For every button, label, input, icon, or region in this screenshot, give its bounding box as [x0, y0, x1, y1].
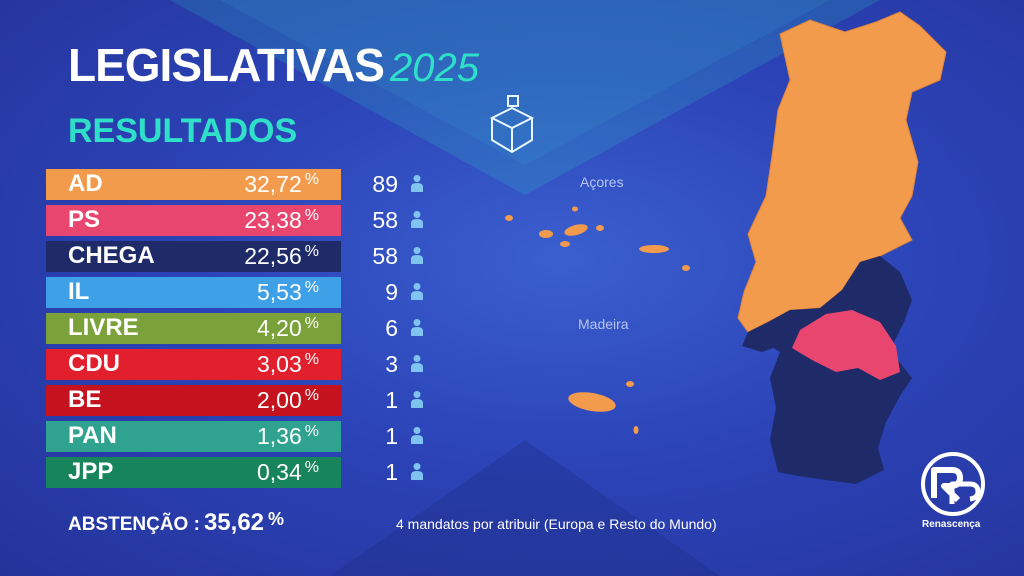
azores-islands: [505, 206, 690, 271]
abstention-value: 35,62: [203, 509, 265, 536]
page-title: LEGISLATIVAS 2025: [68, 38, 479, 92]
result-row: BE 2,00% 1: [46, 382, 446, 418]
percent-value: 32,72: [244, 170, 302, 197]
party-bar: PAN 1,36%: [46, 420, 341, 452]
person-icon: [411, 427, 423, 444]
person-icon: [411, 355, 423, 372]
mainland-ps-district: [792, 310, 900, 380]
result-row: CHEGA 22,56% 58: [46, 238, 446, 274]
result-row: JPP 0,34% 1: [46, 454, 446, 490]
abstention: ABSTENÇÃO :35,62%: [68, 509, 284, 537]
title-year: 2025: [389, 46, 479, 90]
percent-sign: %: [304, 242, 319, 260]
party-bar: JPP 0,34%: [46, 456, 341, 488]
percent-value: 2,00: [257, 386, 302, 413]
abstention-percent-sign: %: [268, 509, 285, 529]
percent-sign: %: [304, 350, 319, 368]
party-percent: 4,20%: [257, 315, 319, 342]
party-seats: 3: [385, 350, 398, 377]
party-bar: CHEGA 22,56%: [46, 240, 341, 272]
party-seats: 89: [372, 170, 398, 197]
party-percent: 23,38%: [244, 207, 319, 234]
seats-pending-note: 4 mandatos por atribuir (Europa e Resto …: [396, 516, 717, 532]
madeira-label: Madeira: [578, 316, 629, 332]
party-percent: 32,72%: [244, 171, 319, 198]
party-seats: 1: [385, 422, 398, 449]
percent-value: 4,20: [257, 314, 302, 341]
renascenca-logo: [921, 452, 985, 516]
party-seats: 6: [385, 314, 398, 341]
party-name: PS: [68, 206, 101, 233]
madeira-islands: [568, 381, 639, 434]
percent-sign: %: [304, 314, 319, 332]
result-row: IL 5,53% 9: [46, 274, 446, 310]
party-bar: PS 23,38%: [46, 204, 341, 236]
party-seats: 9: [385, 278, 398, 305]
party-bar: BE 2,00%: [46, 384, 341, 416]
percent-sign: %: [304, 386, 319, 404]
result-row: AD 32,72% 89: [46, 166, 446, 202]
person-icon: [411, 391, 423, 408]
percent-value: 3,03: [257, 350, 302, 377]
party-percent: 22,56%: [244, 243, 319, 270]
party-name: IL: [68, 278, 90, 305]
party-name: JPP: [68, 458, 114, 485]
mainland-north: [737, 11, 947, 333]
party-seats: 1: [385, 458, 398, 485]
person-icon: [411, 283, 423, 300]
party-seats: 58: [372, 206, 398, 233]
party-name: PAN: [68, 422, 117, 449]
percent-value: 23,38: [244, 206, 302, 233]
party-bar: LIVRE 4,20%: [46, 312, 341, 344]
person-icon: [411, 211, 423, 228]
party-seats: 58: [372, 242, 398, 269]
percent-sign: %: [304, 422, 319, 440]
party-name: BE: [68, 386, 102, 413]
party-name: CDU: [68, 350, 120, 377]
percent-value: 1,36: [257, 422, 302, 449]
results-heading: RESULTADOS: [68, 112, 298, 150]
person-icon: [411, 319, 423, 336]
party-name: AD: [68, 170, 103, 197]
mainland-lisbon-district: [742, 322, 790, 352]
results-table: AD 32,72% 89 PS 23,38% 58 CHEGA 22,56% 58 IL 5,53%…: [46, 166, 446, 490]
ballot-box-icon: [489, 95, 535, 154]
party-name: CHEGA: [68, 242, 155, 269]
party-bar: IL 5,53%: [46, 276, 341, 308]
abstention-label: ABSTENÇÃO :: [68, 514, 200, 535]
result-row: PS 23,38% 58: [46, 202, 446, 238]
percent-sign: %: [304, 458, 319, 476]
party-percent: 3,03%: [257, 351, 319, 378]
percent-value: 0,34: [257, 458, 302, 485]
party-percent: 2,00%: [257, 387, 319, 414]
party-bar: CDU 3,03%: [46, 348, 341, 380]
percent-value: 22,56: [244, 242, 302, 269]
person-icon: [411, 175, 423, 192]
percent-value: 5,53: [257, 278, 302, 305]
party-percent: 0,34%: [257, 459, 319, 486]
result-row: CDU 3,03% 3: [46, 346, 446, 382]
percent-sign: %: [304, 206, 319, 224]
party-bar: AD 32,72%: [46, 168, 341, 200]
percent-sign: %: [304, 278, 319, 296]
title-text: LEGISLATIVAS: [68, 39, 385, 91]
person-icon: [411, 463, 423, 480]
azores-label: Açores: [580, 174, 624, 190]
party-seats: 1: [385, 386, 398, 413]
person-icon: [411, 247, 423, 264]
party-percent: 1,36%: [257, 423, 319, 450]
result-row: PAN 1,36% 1: [46, 418, 446, 454]
percent-sign: %: [304, 170, 319, 188]
party-name: LIVRE: [68, 314, 139, 341]
logo-text: Renascença: [922, 519, 981, 530]
result-row: LIVRE 4,20% 6: [46, 310, 446, 346]
party-percent: 5,53%: [257, 279, 319, 306]
